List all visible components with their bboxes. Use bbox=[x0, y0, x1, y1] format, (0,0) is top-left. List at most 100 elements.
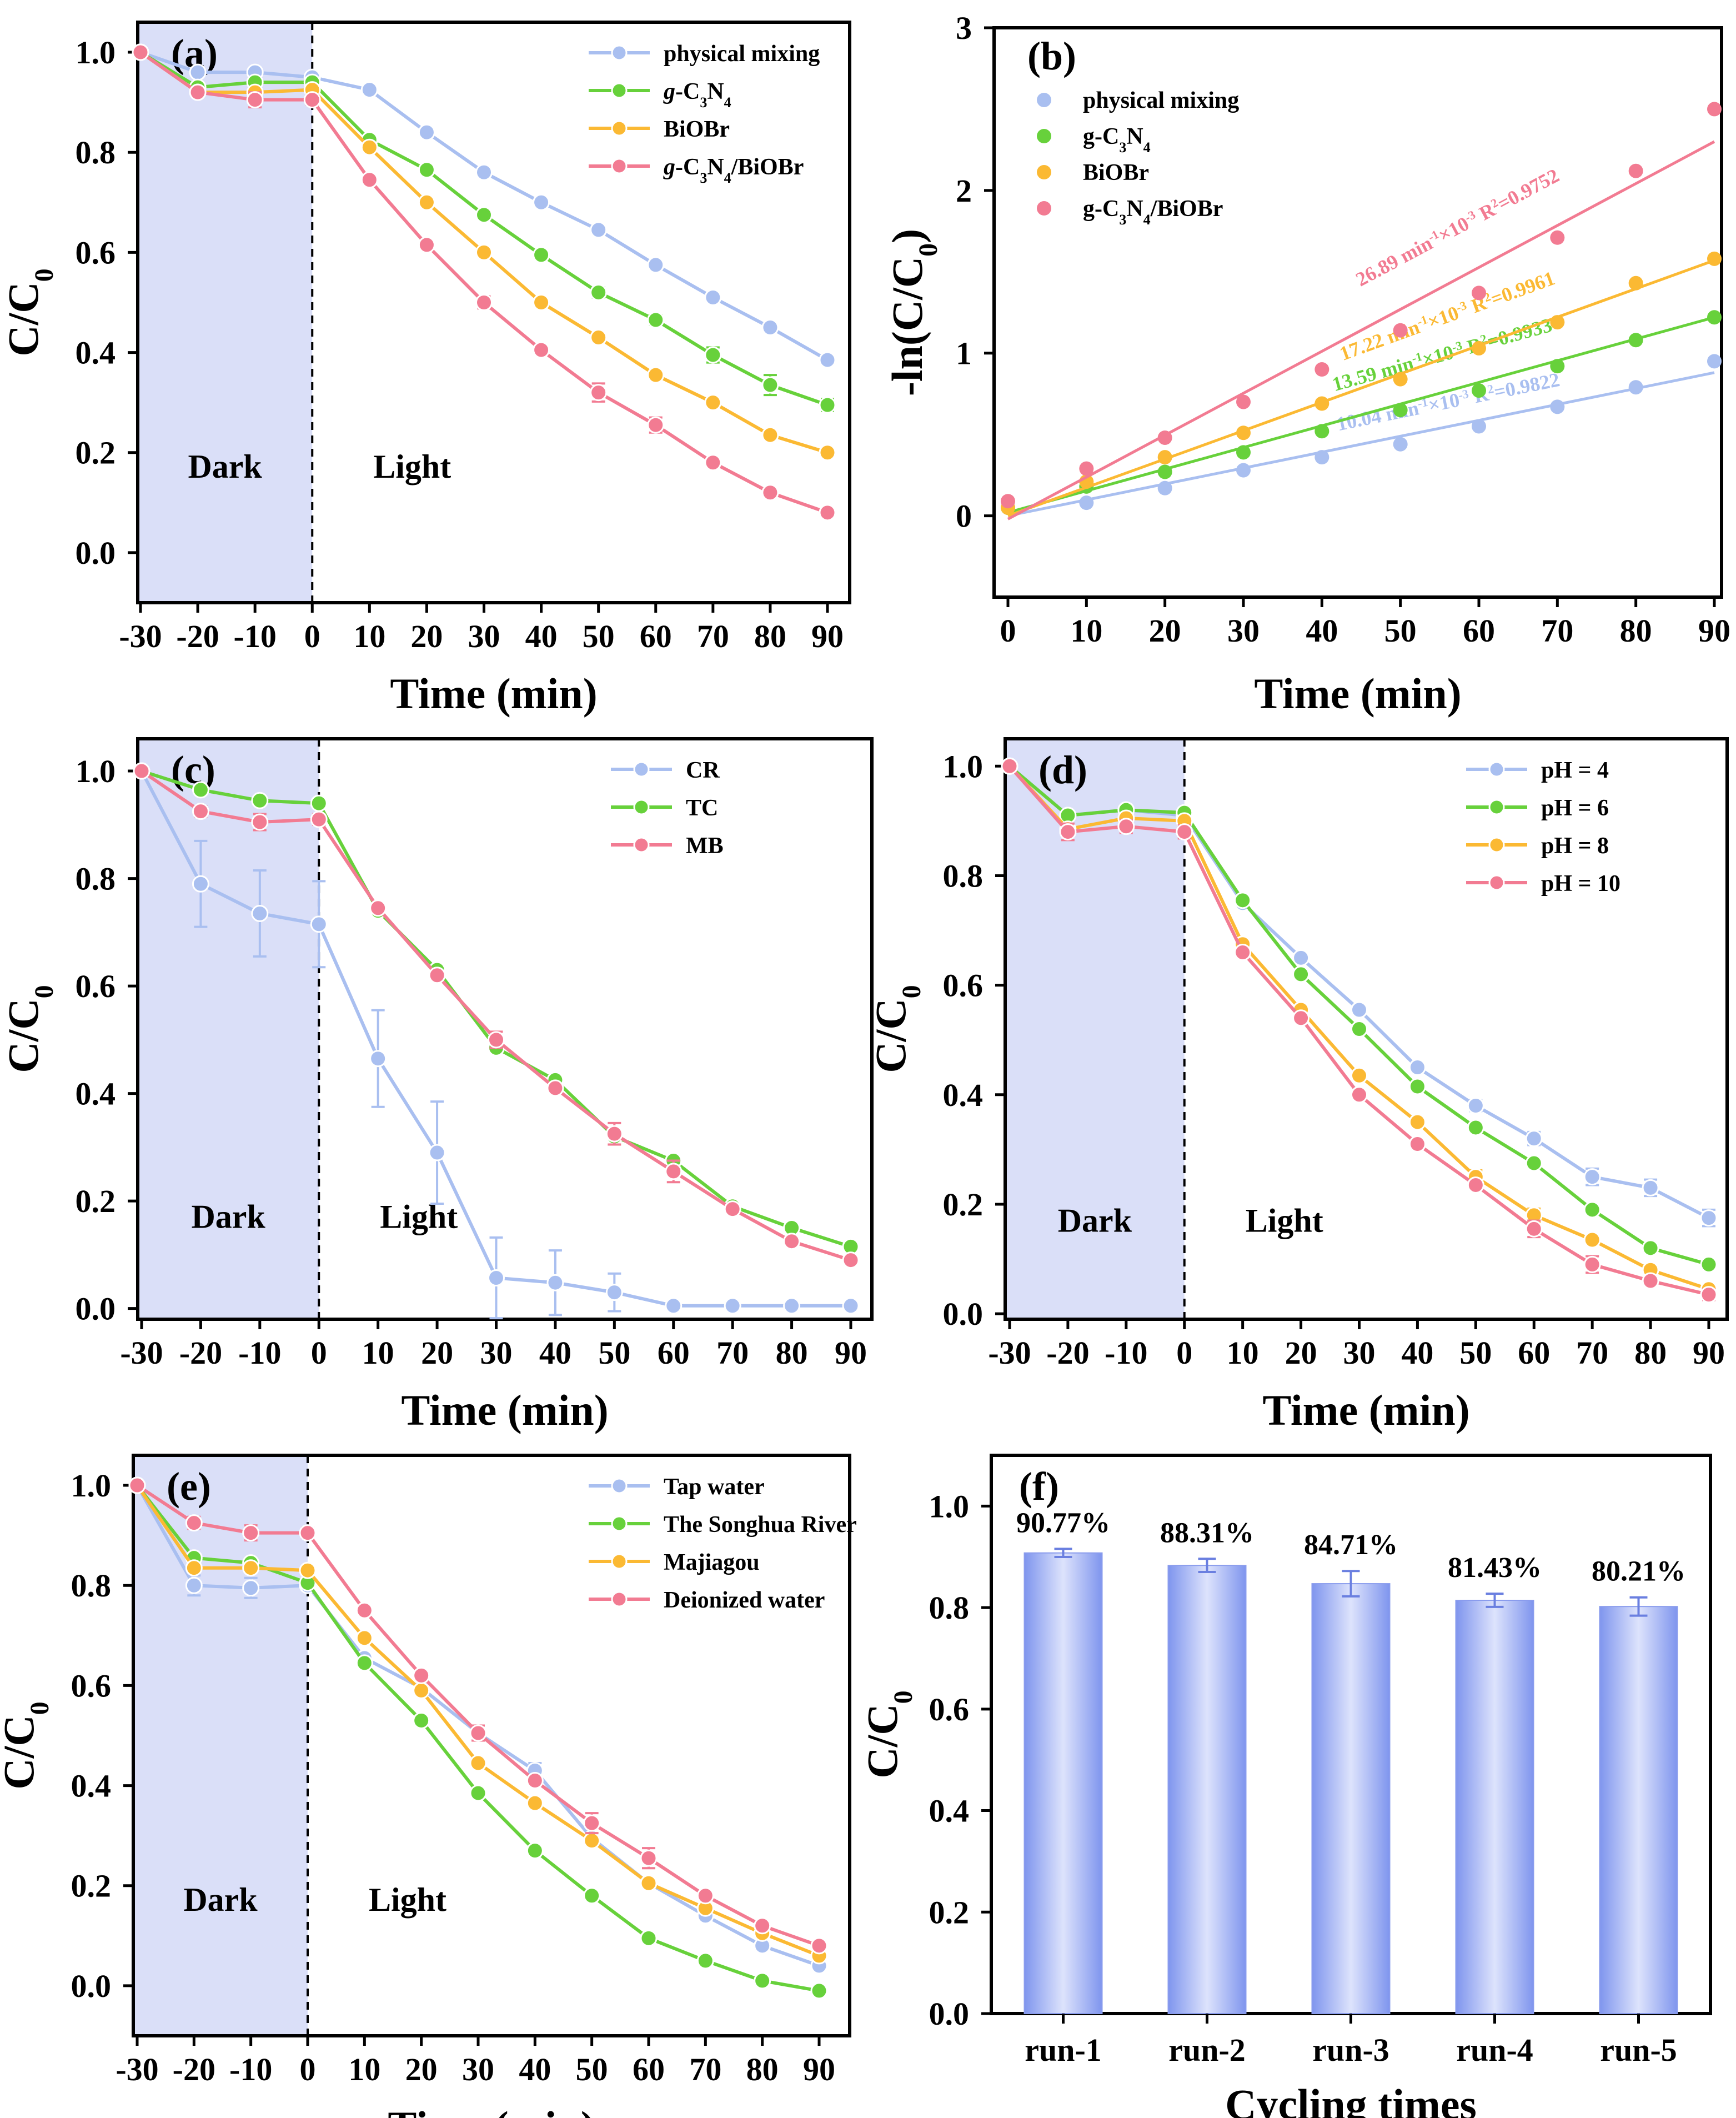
data-point bbox=[1525, 1220, 1543, 1238]
data-point bbox=[475, 293, 493, 311]
data-point bbox=[310, 794, 328, 812]
panel-f: 0.0 0.2 0.4 0.6 0.8 1.0 90.77% run-1 88.31% run-2… bbox=[858, 1454, 1712, 2118]
legend-marker bbox=[633, 761, 650, 778]
bar-data-label: 80.21% bbox=[1592, 1556, 1685, 1588]
data-point bbox=[189, 83, 207, 101]
data-point bbox=[418, 236, 435, 254]
data-point bbox=[413, 1666, 430, 1684]
legend-label-part: /BiOBr bbox=[731, 154, 804, 180]
fit-label-part: 26.89 min bbox=[1352, 232, 1436, 291]
series-pink bbox=[132, 43, 836, 522]
y-tick-label: 0 bbox=[956, 498, 972, 534]
x-tick-label: 10 bbox=[1227, 1335, 1259, 1371]
x-tick-label: run-5 bbox=[1600, 2032, 1677, 2068]
data-point bbox=[1157, 480, 1172, 495]
legend-label-part: -C bbox=[675, 79, 700, 104]
x-tick-label: 50 bbox=[583, 618, 615, 654]
data-point bbox=[428, 967, 446, 984]
data-point bbox=[819, 504, 836, 522]
data-point bbox=[310, 810, 328, 828]
panel-label: (e) bbox=[167, 1464, 211, 1509]
legend-label-part: 4 bbox=[1143, 139, 1151, 156]
dark-region bbox=[138, 739, 319, 1319]
y-axis-title-text: C/C bbox=[0, 1715, 43, 1789]
data-point bbox=[488, 1269, 505, 1286]
data-point bbox=[1525, 1154, 1543, 1172]
y-tick-label: 0.2 bbox=[76, 435, 116, 471]
data-point bbox=[192, 875, 209, 893]
data-point bbox=[360, 81, 378, 99]
y-tick-label: 1 bbox=[956, 336, 972, 372]
data-point bbox=[783, 1297, 801, 1315]
legend-marker bbox=[1037, 129, 1051, 143]
y-tick-label: 0.6 bbox=[76, 234, 116, 271]
data-point bbox=[1700, 1209, 1718, 1227]
legend-label-part: MB bbox=[686, 833, 724, 859]
data-point bbox=[428, 1144, 446, 1161]
legend-label-part: pH = 8 bbox=[1541, 833, 1609, 859]
data-point bbox=[1079, 495, 1094, 510]
data-point bbox=[647, 256, 665, 274]
legend-label: g-C3N4 bbox=[663, 79, 731, 111]
series-pink bbox=[1001, 757, 1718, 1304]
y-tick-label: 0.8 bbox=[929, 1590, 970, 1626]
y-axis-title: C/C0 bbox=[858, 1690, 918, 1778]
data-point bbox=[533, 293, 550, 311]
y-tick-label: 0.8 bbox=[71, 1568, 112, 1604]
panel-label: (d) bbox=[1038, 748, 1087, 792]
dark-label: Dark bbox=[188, 448, 262, 485]
y-tick-label: 1.0 bbox=[943, 748, 984, 784]
data-point bbox=[696, 1887, 714, 1905]
legend-label-part: /BiOBr bbox=[1150, 196, 1223, 222]
data-point bbox=[1408, 1135, 1426, 1153]
data-point bbox=[783, 1233, 801, 1250]
data-point bbox=[1001, 494, 1015, 509]
data-point bbox=[1550, 399, 1565, 414]
legend-label-part: BiOBr bbox=[1083, 160, 1149, 186]
data-point bbox=[1467, 1119, 1484, 1136]
data-point bbox=[605, 1125, 623, 1143]
data-point bbox=[1700, 1255, 1718, 1273]
y-tick-label: 0.6 bbox=[929, 1691, 970, 1728]
data-point bbox=[1583, 1168, 1601, 1186]
data-point bbox=[369, 899, 387, 917]
data-point bbox=[1707, 354, 1722, 369]
data-point bbox=[299, 1524, 317, 1542]
data-point bbox=[469, 1784, 487, 1802]
data-point bbox=[810, 1937, 828, 1955]
legend-label-part: CR bbox=[686, 758, 720, 783]
x-tick-label: -10 bbox=[238, 1335, 281, 1371]
y-tick-label: 0.2 bbox=[76, 1183, 116, 1219]
legend-label: BiOBr bbox=[1083, 160, 1149, 186]
data-point bbox=[810, 1982, 828, 2000]
y-axis-title-text: C/C bbox=[866, 998, 915, 1073]
data-point bbox=[1472, 341, 1486, 355]
data-point bbox=[1236, 394, 1251, 409]
legend-label: pH = 6 bbox=[1541, 795, 1609, 821]
x-tick-label: 90 bbox=[835, 1335, 867, 1371]
legend-label: pH = 8 bbox=[1541, 833, 1609, 859]
x-axis-title: Time (min) bbox=[1254, 669, 1461, 718]
data-point bbox=[475, 206, 493, 224]
legend-label: Deionized water bbox=[664, 1588, 825, 1613]
data-point bbox=[1408, 1113, 1426, 1131]
data-point bbox=[1157, 450, 1172, 465]
legend-label: The Songhua River bbox=[664, 1512, 857, 1538]
data-point bbox=[185, 1514, 203, 1532]
panel-d: Dark Light -30 -20 -10 0 10 20 30 40 50 60 70 80 90 0.0… bbox=[866, 737, 1729, 1434]
x-tick-label: 50 bbox=[1384, 613, 1417, 649]
data-point bbox=[533, 193, 550, 211]
data-point bbox=[413, 1681, 430, 1699]
data-point bbox=[1700, 1286, 1718, 1304]
legend-label-part: Deionized water bbox=[664, 1588, 825, 1613]
bar bbox=[1023, 1552, 1103, 2015]
legend-marker bbox=[1488, 761, 1505, 778]
x-axis-title: Time (min) bbox=[401, 1386, 608, 1434]
light-label: Light bbox=[380, 1199, 458, 1235]
y-axis-title-text: C/C bbox=[0, 998, 47, 1073]
data-point bbox=[1314, 424, 1329, 439]
data-point bbox=[640, 1874, 658, 1892]
y-axis-title: -ln(C/C0) bbox=[883, 229, 943, 396]
legend-label-part: physical mixing bbox=[1083, 88, 1239, 113]
legend-label-part: physical mixing bbox=[664, 41, 820, 67]
